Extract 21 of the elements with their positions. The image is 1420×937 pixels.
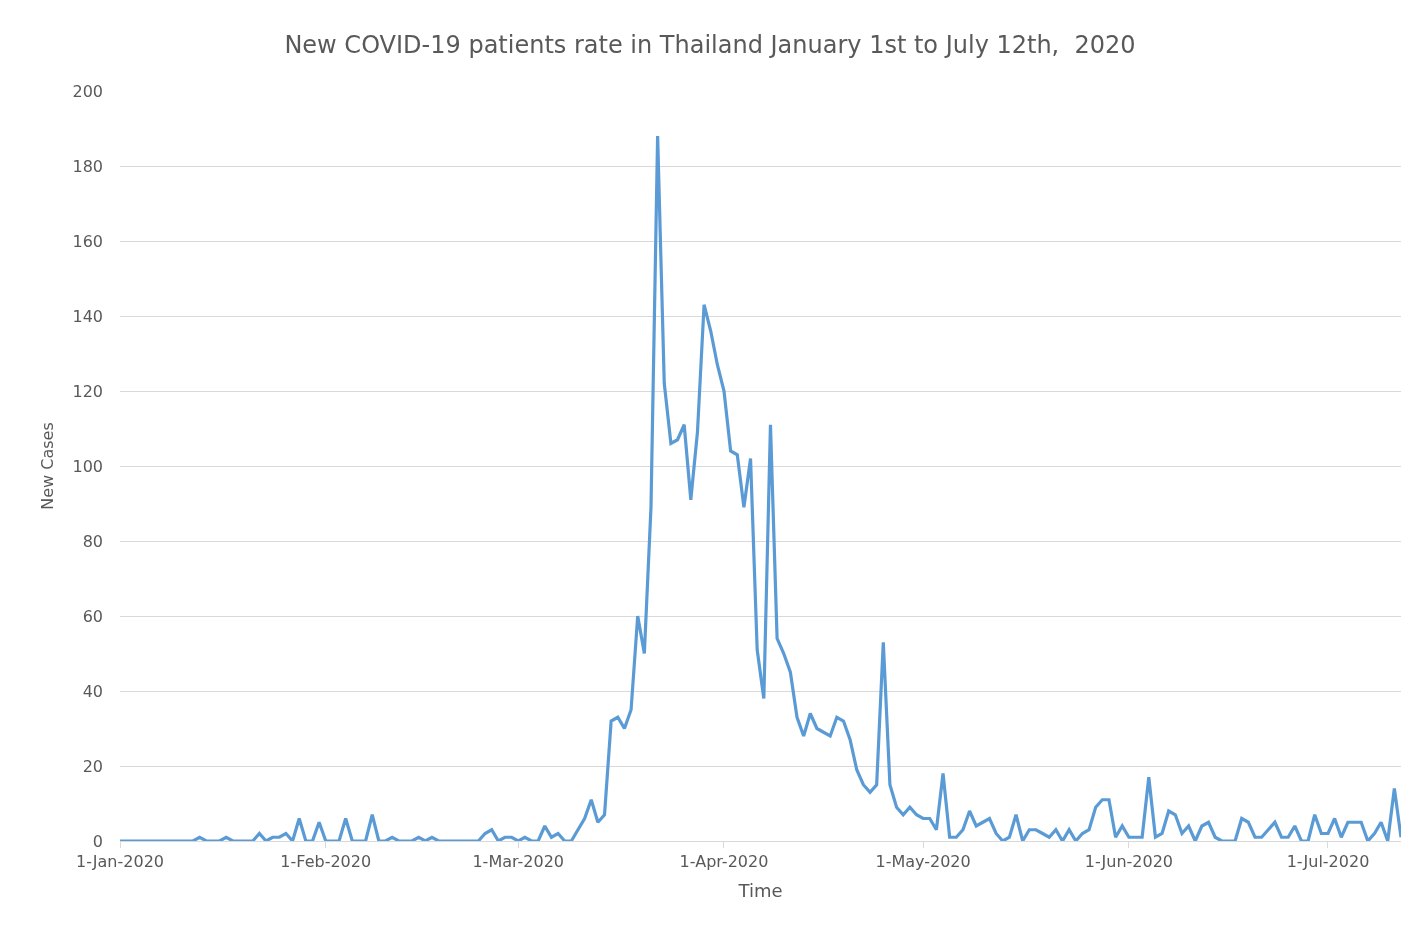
- x-tick-label: 1-Jan-2020: [76, 852, 164, 872]
- x-tick-label: 1-Apr-2020: [679, 852, 769, 872]
- y-tick-label: 120: [72, 381, 103, 401]
- y-tick-label: 0: [92, 831, 103, 851]
- x-tick-label: 1-Jun-2020: [1084, 852, 1174, 872]
- y-tick-label: 140: [72, 306, 103, 326]
- x-tick-label: 1-Jul-2020: [1286, 852, 1370, 872]
- x-tick-label: 1-Mar-2020: [472, 852, 565, 872]
- x-axis-title: Time: [737, 880, 783, 902]
- y-tick-label: 160: [72, 231, 103, 251]
- y-tick-label: 180: [72, 156, 103, 176]
- y-tick-label: 60: [82, 606, 103, 626]
- x-tick-label: 1-Feb-2020: [280, 852, 372, 872]
- chart-title: New COVID-19 patients rate in Thailand January 1st to July 12th, 2020: [284, 31, 1136, 60]
- y-tick-label: 80: [82, 531, 103, 551]
- y-tick-label: 40: [82, 681, 103, 701]
- y-axis-title: New Cases: [38, 422, 58, 510]
- y-tick-label: 100: [72, 456, 103, 476]
- y-tick-label: 200: [72, 81, 103, 101]
- y-tick-label: 20: [82, 756, 103, 776]
- x-tick-label: 1-May-2020: [875, 852, 971, 872]
